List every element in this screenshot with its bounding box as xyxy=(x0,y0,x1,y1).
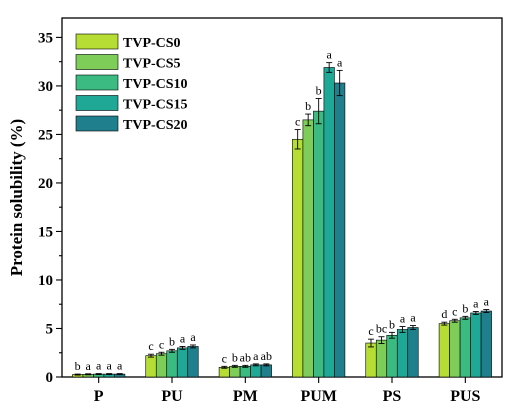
significance-label: a xyxy=(117,359,123,373)
significance-label: c xyxy=(368,324,373,338)
significance-label: b xyxy=(305,99,311,113)
legend-label: TVP-CS20 xyxy=(123,118,188,133)
bar xyxy=(396,329,409,378)
significance-label: c xyxy=(148,339,153,353)
x-tick-label: PM xyxy=(233,388,258,405)
bar xyxy=(292,138,304,378)
significance-label: c xyxy=(159,337,164,351)
y-tick-label: 15 xyxy=(38,224,53,240)
bar xyxy=(375,339,388,378)
significance-label: a xyxy=(96,359,102,373)
y-axis-label: Protein solubility (%) xyxy=(7,119,26,276)
plot-frame xyxy=(61,17,503,378)
significance-label: a xyxy=(107,359,113,373)
legend-label: TVP-CS15 xyxy=(123,98,188,113)
bar xyxy=(166,350,178,378)
y-tick-label: 0 xyxy=(46,370,54,386)
bar xyxy=(145,355,157,378)
bar xyxy=(323,67,335,378)
bar xyxy=(438,323,450,378)
legend-label: TVP-CS0 xyxy=(123,36,181,51)
bar xyxy=(334,82,346,378)
significance-label: d xyxy=(441,307,447,321)
bar xyxy=(365,342,377,378)
y-tick-label: 35 xyxy=(38,30,53,46)
x-tick-label: PS xyxy=(383,388,402,405)
significance-label: a xyxy=(484,295,490,309)
bar xyxy=(313,110,325,378)
y-tick-label: 5 xyxy=(46,321,54,337)
significance-label: b xyxy=(462,301,468,315)
legend-swatch xyxy=(75,33,119,50)
bar xyxy=(449,320,461,378)
legend-label: TVP-CS10 xyxy=(123,77,188,92)
x-tick-label: PUS xyxy=(450,388,480,405)
x-tick-label: PU xyxy=(161,388,183,405)
significance-label: b xyxy=(389,317,395,331)
x-tick-label: PUM xyxy=(300,388,336,405)
x-tick-label: P xyxy=(94,388,104,405)
bar xyxy=(239,366,251,378)
legend-label: TVP-CS5 xyxy=(123,57,181,72)
bar xyxy=(218,366,230,378)
bar xyxy=(470,312,482,378)
bar xyxy=(302,119,314,378)
significance-label: a xyxy=(190,330,196,344)
bar xyxy=(480,310,492,378)
significance-label: b xyxy=(232,350,238,364)
significance-label: a xyxy=(86,359,92,373)
significance-label: b xyxy=(75,359,81,373)
significance-label: bc xyxy=(376,322,387,336)
bar xyxy=(459,317,471,378)
legend-swatch xyxy=(75,95,119,111)
bar xyxy=(229,366,241,378)
significance-label: a xyxy=(180,331,186,345)
legend-swatch xyxy=(75,54,119,70)
bar xyxy=(407,327,419,378)
significance-label: a xyxy=(327,48,333,62)
y-tick-label: 25 xyxy=(38,127,53,143)
significance-label: c xyxy=(452,304,457,318)
bar xyxy=(386,334,398,378)
significance-label: a xyxy=(410,311,416,325)
bar xyxy=(155,353,168,378)
significance-label: a xyxy=(473,297,479,311)
significance-label: b xyxy=(169,334,175,348)
significance-label: b xyxy=(316,84,322,98)
bar xyxy=(176,347,189,378)
bar xyxy=(187,346,199,378)
y-tick-label: 10 xyxy=(38,273,53,289)
significance-label: c xyxy=(222,351,227,365)
significance-label: a xyxy=(400,312,406,326)
significance-label: a xyxy=(337,55,343,69)
significance-label: ab xyxy=(240,350,251,364)
significance-label: c xyxy=(295,115,300,129)
y-tick-label: 30 xyxy=(38,79,53,95)
bar xyxy=(250,364,262,378)
legend-swatch xyxy=(75,115,119,132)
significance-label: ab xyxy=(261,349,272,363)
legend-swatch xyxy=(75,74,119,91)
bar xyxy=(260,364,272,378)
y-tick-label: 20 xyxy=(38,176,53,192)
significance-label: a xyxy=(253,349,259,363)
